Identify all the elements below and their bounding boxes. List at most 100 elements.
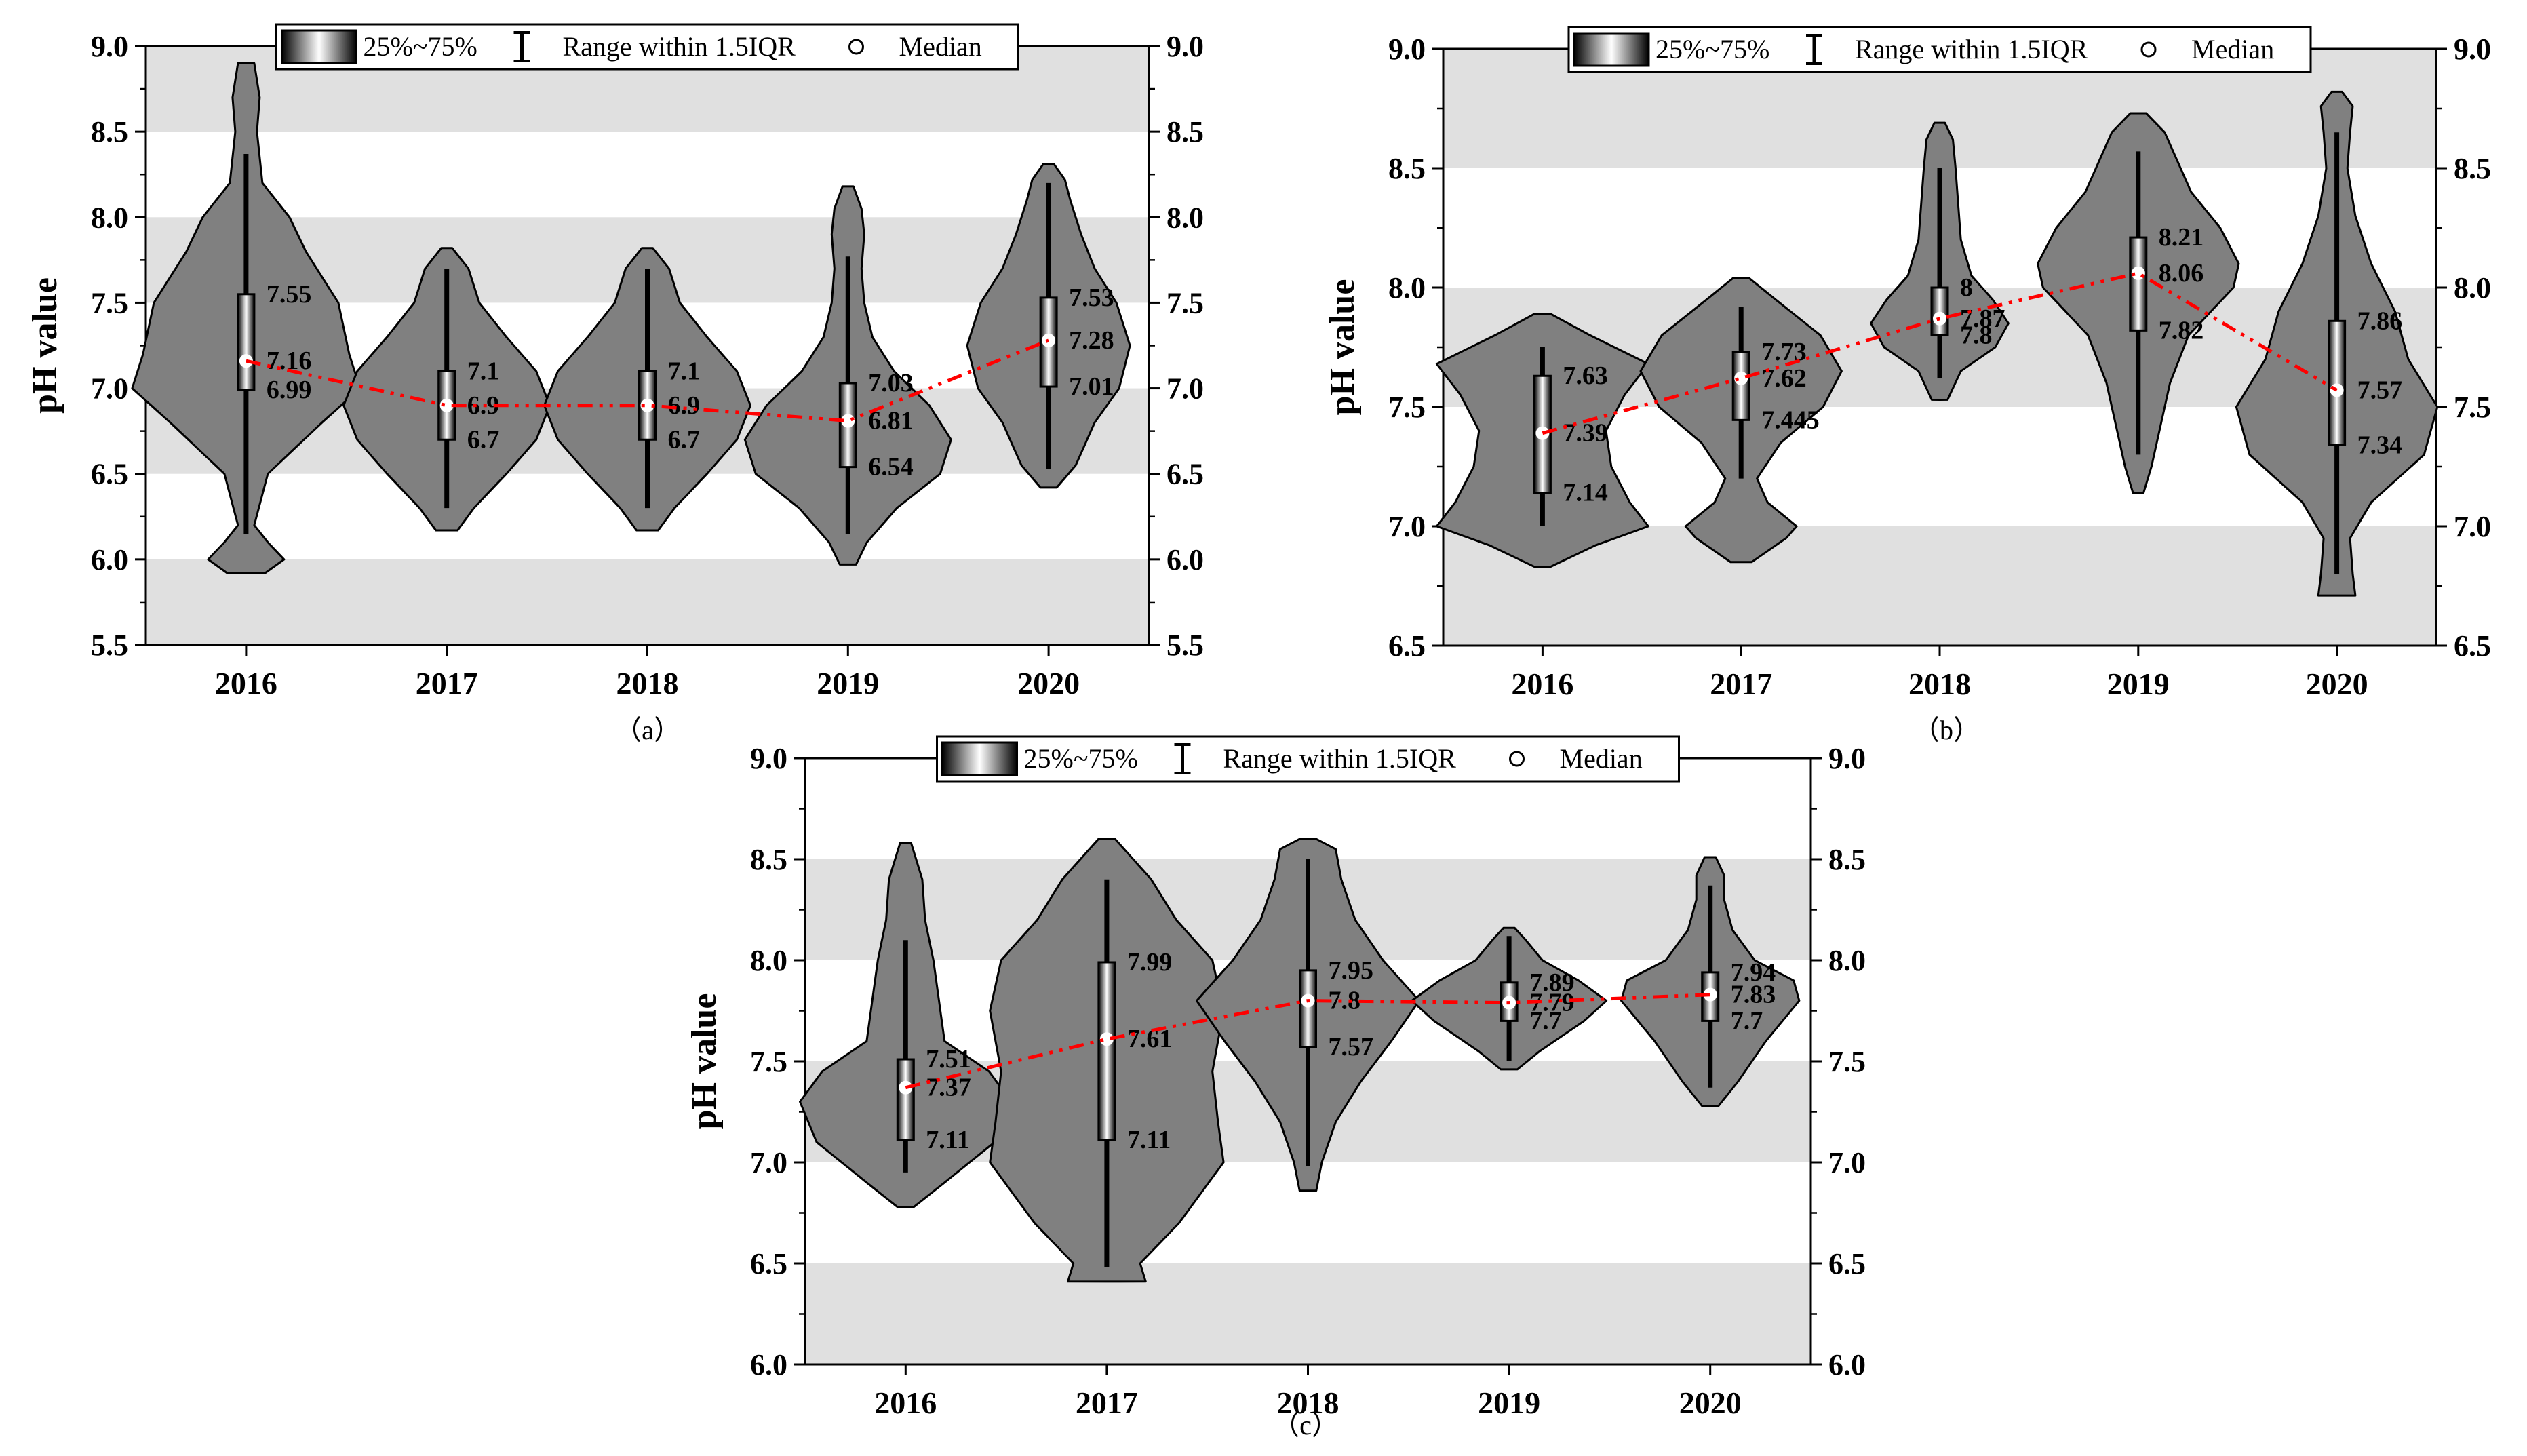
x-tick-label: 2016 — [874, 1385, 937, 1420]
violin-iqr-box — [1930, 286, 1949, 336]
y-tick-label-left: 8.0 — [91, 201, 128, 234]
y-tick-label-right: 6.5 — [2454, 629, 2491, 663]
median-value-label: 7.62 — [1761, 364, 1807, 393]
y-tick-label-right: 6.0 — [1828, 1348, 1866, 1381]
x-tick-label: 2018 — [616, 666, 679, 701]
y-tick-label-right: 8.5 — [1828, 843, 1866, 876]
x-tick-label: 2018 — [1908, 667, 1971, 701]
q3-value-label: 8.21 — [2159, 223, 2204, 252]
q3-value-label: 7.89 — [1529, 968, 1575, 997]
violin-iqr-box — [896, 1058, 915, 1141]
y-tick-label-right: 9.0 — [2454, 33, 2491, 66]
q1-value-label: 7.11 — [926, 1126, 969, 1154]
q1-value-label: 7.8 — [1960, 321, 1993, 349]
panel-label: （b） — [1913, 715, 1980, 745]
y-tick-label-right: 8.0 — [1828, 944, 1866, 977]
panel-a-violin-chart: 5.5 5.5 6.0 6.0 6.5 6.5 7.0 7.0 7.5 7.5 8.0 8.0 8.5 8… — [26, 23, 1204, 745]
legend-box — [936, 735, 1680, 783]
legend-median-label: Median — [1560, 743, 1643, 774]
y-tick-label-right: 8.0 — [1167, 201, 1204, 234]
legend-range-label: Range within 1.5IQR — [1855, 34, 2088, 64]
y-tick-label-right: 9.0 — [1167, 30, 1204, 63]
legend: 25%~75% Range within 1.5IQR Median — [936, 735, 1680, 783]
median-trend-line — [246, 338, 1050, 423]
panel-b-violin-chart: 6.5 6.5 7.0 7.0 7.5 7.5 8.0 8.0 8.5 8.5 9.0 9.0 2016… — [1323, 26, 2491, 745]
y-tick-label-left: 9.0 — [1388, 33, 1426, 66]
q3-value-label: 7.86 — [2357, 307, 2403, 335]
x-tick-label: 2019 — [817, 666, 879, 701]
y-tick-label-left: 6.0 — [91, 543, 128, 576]
legend-median-label: Median — [899, 31, 982, 62]
violin-iqr-box — [1731, 351, 1750, 421]
legend-iqr-label: 25%~75% — [1656, 34, 1769, 64]
q1-value-label: 7.34 — [2357, 431, 2403, 459]
background-band — [805, 1263, 1811, 1364]
y-tick-label-left: 6.0 — [750, 1348, 787, 1381]
y-tick-label-right: 6.0 — [1167, 543, 1204, 576]
y-tick-label-right: 7.5 — [1167, 286, 1204, 319]
median-value-label: 7.83 — [1731, 981, 1776, 1009]
y-tick-label-left: 7.5 — [1388, 391, 1426, 424]
y-tick-label-left: 7.5 — [91, 286, 128, 319]
y-tick-label-right: 7.0 — [2454, 510, 2491, 543]
legend-median-icon — [1509, 751, 1525, 767]
y-tick-label-right: 8.0 — [2454, 271, 2491, 304]
x-tick-label: 2016 — [1511, 667, 1573, 701]
legend-iqr-swatch — [1573, 32, 1650, 67]
q3-value-label: 8 — [1960, 273, 1973, 302]
y-tick-label-right: 6.5 — [1828, 1247, 1866, 1280]
y-tick-label-left: 5.5 — [91, 629, 128, 662]
y-tick-label-left: 7.5 — [750, 1045, 787, 1078]
q3-value-label: 7.51 — [926, 1045, 971, 1074]
median-value-label: 7.28 — [1069, 326, 1114, 355]
y-tick-label-left: 8.5 — [91, 115, 128, 149]
legend-range-label: Range within 1.5IQR — [1223, 743, 1457, 774]
q3-value-label: 7.03 — [868, 369, 914, 397]
q3-value-label: 7.1 — [668, 357, 701, 385]
q1-value-label: 7.7 — [1529, 1006, 1562, 1035]
x-tick-label: 2019 — [2107, 667, 2170, 701]
median-value-label: 7.87 — [1960, 304, 2005, 333]
y-tick-label-right: 9.0 — [1828, 742, 1866, 775]
background-band — [146, 559, 1149, 645]
legend-median-icon — [848, 39, 864, 55]
legend-iqr-swatch — [941, 741, 1018, 776]
q1-value-label: 6.99 — [267, 376, 312, 404]
legend-iqr-label: 25%~75% — [364, 31, 477, 62]
panel-label: （c） — [1272, 1410, 1339, 1440]
y-tick-label-left: 8.0 — [750, 944, 787, 977]
x-tick-label: 2018 — [1277, 1385, 1339, 1420]
violin-iqr-box — [1097, 961, 1116, 1141]
y-tick-label-left: 7.0 — [1388, 510, 1426, 543]
x-tick-label: 2019 — [1478, 1385, 1540, 1420]
y-tick-label-left: 9.0 — [750, 742, 787, 775]
y-tick-label-right: 8.5 — [1167, 115, 1204, 149]
y-tick-label-left: 7.0 — [91, 372, 128, 406]
median-value-label: 6.9 — [668, 391, 701, 420]
legend: 25%~75% Range within 1.5IQR Median — [275, 23, 1019, 71]
q1-value-label: 6.54 — [868, 453, 914, 481]
q1-value-label: 7.11 — [1127, 1126, 1171, 1154]
violin-iqr-box — [237, 293, 256, 391]
median-trend-line — [1542, 271, 2338, 435]
q3-value-label: 7.63 — [1563, 361, 1608, 390]
median-trend-line — [905, 993, 1710, 1090]
y-tick-label-left: 6.5 — [750, 1247, 787, 1280]
violin-iqr-box — [1299, 969, 1317, 1048]
legend-box — [1567, 26, 2312, 73]
q1-value-label: 7.57 — [1329, 1033, 1374, 1061]
q1-value-label: 6.7 — [668, 425, 701, 454]
y-tick-label-right: 5.5 — [1167, 629, 1204, 662]
median-value-label: 7.57 — [2357, 376, 2403, 404]
legend: 25%~75% Range within 1.5IQR Median — [1567, 26, 2312, 73]
y-tick-label-left: 9.0 — [91, 30, 128, 63]
y-tick-label-left: 8.5 — [750, 843, 787, 876]
q1-value-label: 7.01 — [1069, 372, 1114, 401]
x-tick-label: 2020 — [1017, 666, 1080, 701]
legend-box — [275, 23, 1019, 71]
violin-iqr-box — [2129, 236, 2148, 332]
q1-value-label: 7.445 — [1761, 406, 1820, 434]
q3-value-label: 7.94 — [1731, 958, 1776, 987]
x-tick-label: 2017 — [1076, 1385, 1138, 1420]
